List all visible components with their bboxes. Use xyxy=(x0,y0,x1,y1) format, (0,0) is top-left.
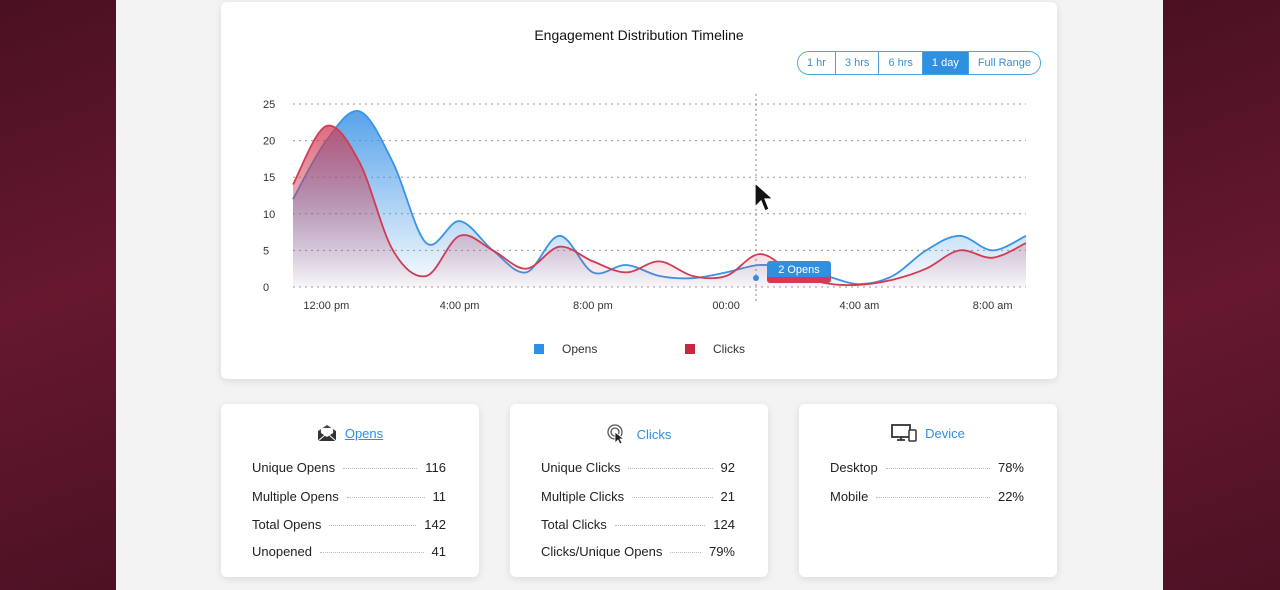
dotted-leader xyxy=(885,468,990,469)
range-button-full-range[interactable]: Full Range xyxy=(968,52,1041,74)
stat-label: Total Clicks xyxy=(541,517,607,532)
engagement-chart-card: Engagement Distribution Timeline 1 hr 3 … xyxy=(221,2,1057,379)
mouse-pointer-icon xyxy=(754,181,775,212)
stat-value: 92 xyxy=(720,460,735,475)
stat-label: Desktop xyxy=(830,460,878,475)
stat-value: 41 xyxy=(431,544,446,559)
x-tick-label: 4:00 pm xyxy=(440,300,480,312)
y-tick-label: 15 xyxy=(263,172,275,184)
stat-value: 78% xyxy=(997,460,1024,475)
dotted-leader xyxy=(320,552,424,553)
clicks-card: Clicks Unique Clicks 92 Multiple Clicks 21… xyxy=(510,404,768,577)
stat-row: Clicks/Unique Opens 79% xyxy=(541,544,735,559)
y-tick-label: 10 xyxy=(263,209,275,221)
cursor-click-icon xyxy=(607,424,629,444)
backdrop-left xyxy=(0,0,116,590)
stat-row: Total Clicks 124 xyxy=(541,517,735,532)
legend-swatch-clicks xyxy=(685,344,695,354)
stat-row: Unique Opens 116 xyxy=(252,460,446,475)
dotted-leader xyxy=(343,468,418,469)
stat-label: Unique Opens xyxy=(252,460,336,475)
y-tick-label: 20 xyxy=(263,136,275,148)
tooltip: 2 Opens xyxy=(767,261,831,283)
range-button-1hr[interactable]: 1 hr xyxy=(798,52,836,74)
legend-label-opens: Opens xyxy=(562,342,598,356)
x-tick-label: 8:00 am xyxy=(973,300,1013,312)
legend-item-opens[interactable]: Opens xyxy=(534,342,597,356)
stat-value: 11 xyxy=(432,489,447,504)
x-tick-label: 12:00 pm xyxy=(303,300,349,312)
stat-row: Mobile 22% xyxy=(830,489,1024,504)
stat-label: Multiple Clicks xyxy=(541,489,625,504)
y-tick-label: 25 xyxy=(263,99,275,111)
clicks-card-title[interactable]: Clicks xyxy=(636,426,672,442)
stat-label: Multiple Opens xyxy=(252,489,339,504)
opens-card-title[interactable]: Opens xyxy=(344,425,384,441)
stat-row: Unique Clicks 92 xyxy=(541,460,735,475)
stat-label: Mobile xyxy=(830,489,869,504)
x-tick-label: 4:00 am xyxy=(840,300,880,312)
stat-row: Multiple Opens 11 xyxy=(252,489,446,504)
dotted-leader xyxy=(670,552,701,553)
tooltip-text: 2 Opens xyxy=(778,264,820,276)
series-area-clicks xyxy=(293,125,1026,287)
stat-value: 79% xyxy=(708,544,735,559)
envelope-open-icon xyxy=(317,424,337,442)
dotted-leader xyxy=(329,525,417,526)
backdrop-right xyxy=(1163,0,1280,590)
legend-item-clicks[interactable]: Clicks xyxy=(685,342,745,356)
dotted-leader xyxy=(628,468,713,469)
stat-value: 116 xyxy=(425,460,446,475)
device-card-header: Device xyxy=(799,424,1057,442)
stat-row: Desktop 78% xyxy=(830,460,1024,475)
legend-label-clicks: Clicks xyxy=(713,342,745,356)
chart-legend: Opens Clicks xyxy=(221,342,1057,358)
stat-row: Total Opens 142 xyxy=(252,517,446,532)
x-tick-label: 00:00 xyxy=(712,300,740,312)
opens-card-header: Opens xyxy=(221,424,479,442)
range-button-6hrs[interactable]: 6 hrs xyxy=(879,52,923,74)
stat-label: Total Opens xyxy=(252,517,322,532)
monitor-phone-icon xyxy=(891,424,917,442)
stat-row: Multiple Clicks 21 xyxy=(541,489,735,504)
dotted-leader xyxy=(632,497,713,498)
stat-label: Unopened xyxy=(252,544,312,559)
stat-label: Clicks/Unique Opens xyxy=(541,544,663,559)
clicks-card-header: Clicks xyxy=(510,424,768,444)
x-tick-label: 8:00 pm xyxy=(573,300,613,312)
dotted-leader xyxy=(876,497,990,498)
y-tick-label: 0 xyxy=(263,282,269,294)
device-card: Device Desktop 78% Mobile 22% xyxy=(799,404,1057,577)
device-card-title[interactable]: Device xyxy=(925,425,965,441)
chart-title: Engagement Distribution Timeline xyxy=(534,27,744,43)
stat-row: Unopened 41 xyxy=(252,544,446,559)
dotted-leader xyxy=(614,525,706,526)
legend-swatch-opens xyxy=(534,344,544,354)
stat-value: 142 xyxy=(424,517,446,532)
engagement-chart[interactable]: 0 5 10 15 20 25 12:00 pm 4:00 pm 8:00 pm 00:00 4:0… xyxy=(221,2,1057,332)
y-tick-label: 5 xyxy=(263,245,269,257)
range-button-3hrs[interactable]: 3 hrs xyxy=(835,52,880,74)
dotted-leader xyxy=(346,497,425,498)
dashboard: Engagement Distribution Timeline 1 hr 3 … xyxy=(116,0,1163,590)
range-button-1day[interactable]: 1 day xyxy=(922,52,969,74)
hover-point-marker xyxy=(753,275,759,281)
stat-value: 22% xyxy=(997,489,1024,504)
stat-value: 124 xyxy=(713,517,735,532)
stat-value: 21 xyxy=(720,489,735,504)
stat-label: Unique Clicks xyxy=(541,460,621,475)
opens-card: Opens Unique Opens 116 Multiple Opens 11 T… xyxy=(221,404,479,577)
range-selector: 1 hr 3 hrs 6 hrs 1 day Full Range xyxy=(797,51,1042,75)
series-line-clicks[interactable] xyxy=(292,124,1027,287)
